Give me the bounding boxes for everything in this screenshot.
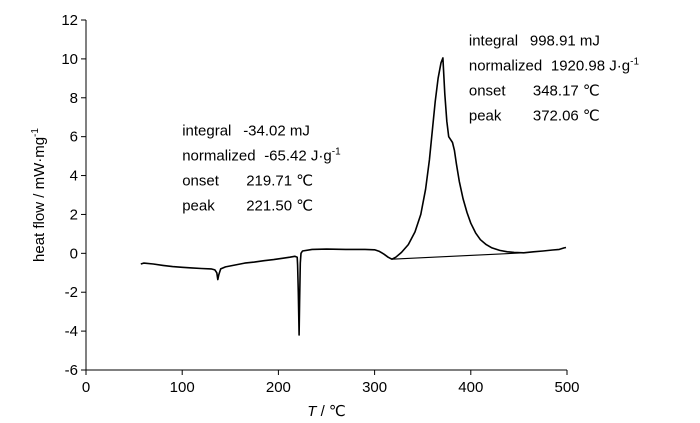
annotation-value-superscript: -1 — [630, 56, 639, 67]
annotation-value-main: 348.17 ℃ — [533, 82, 600, 99]
y-axis-label-superscript: -1 — [30, 128, 41, 137]
annotation-value-main: 1920.98 J·g — [551, 57, 630, 74]
annotation-value-main: 219.71 ℃ — [246, 173, 313, 190]
x-axis-unit: / ℃ — [316, 403, 345, 420]
y-tick-label: 2 — [70, 206, 78, 223]
ticks: -6 -4 -2 0 2 4 6 8 10 12 0 100 200 300 400 500 — [61, 12, 579, 396]
y-tick-label: 6 — [70, 129, 78, 146]
y-tick-label: 4 — [70, 168, 78, 185]
annotation-value-main: 998.91 mJ — [530, 32, 600, 49]
annotation-1-onset-value: 219.71 ℃ — [246, 173, 313, 190]
annotation-value-main: 221.50 ℃ — [246, 198, 313, 215]
integration-baseline — [391, 252, 524, 260]
annotation-2-onset-label: onset — [469, 82, 507, 99]
y-axis-label-main: heat flow / mW·mg — [31, 137, 48, 262]
x-tick-label: 500 — [554, 379, 579, 396]
annotation-value-superscript: -1 — [332, 147, 341, 158]
y-tick-label: 10 — [61, 51, 78, 68]
axes — [85, 20, 567, 371]
series-layer — [140, 57, 567, 336]
y-tick-label: 0 — [70, 245, 78, 262]
annotation-2-integral-value: 998.91 mJ — [530, 32, 600, 49]
x-axis-variable: T — [307, 403, 318, 420]
annotation-1-onset-label: onset — [182, 173, 220, 190]
x-tick-label: 0 — [82, 379, 90, 396]
x-tick-label: 100 — [170, 379, 195, 396]
y-tick-label: -2 — [65, 284, 78, 301]
x-tick-label: 400 — [458, 379, 483, 396]
annotation-value-main: -34.02 mJ — [243, 123, 310, 140]
y-tick-label: -6 — [65, 362, 78, 379]
y-tick-label: 12 — [61, 12, 78, 29]
annotation-1-normalized-value: -65.42 J·g-1 — [264, 147, 341, 165]
annotation-value-main: -65.42 J·g — [264, 148, 332, 165]
x-axis-label: T / ℃ — [307, 403, 346, 420]
annotation-1-peak-label: peak — [182, 198, 215, 215]
annotation-2-integral-label: integral — [469, 32, 518, 49]
annotation-1-peak-value: 221.50 ℃ — [246, 198, 313, 215]
heat-flow-curve — [140, 57, 567, 336]
annotation-1-integral-value: -34.02 mJ — [243, 123, 310, 140]
annotation-1-integral-label: integral — [182, 123, 231, 140]
x-tick-label: 300 — [362, 379, 387, 396]
annotation-2-normalized-label: normalized — [469, 57, 542, 74]
annotation-2-peak-value: 372.06 ℃ — [533, 107, 600, 124]
annotation-value-main: 372.06 ℃ — [533, 107, 600, 124]
annotation-2-normalized-value: 1920.98 J·g-1 — [551, 56, 640, 74]
y-tick-label: -4 — [65, 323, 78, 340]
annotation-2-onset-value: 348.17 ℃ — [533, 82, 600, 99]
annotation-2-peak-label: peak — [469, 107, 502, 124]
annotation-1-normalized-label: normalized — [182, 148, 255, 165]
y-tick-label: 8 — [70, 90, 78, 107]
x-tick-label: 200 — [266, 379, 291, 396]
y-axis-label: heat flow / mW·mg-1 — [30, 128, 48, 262]
